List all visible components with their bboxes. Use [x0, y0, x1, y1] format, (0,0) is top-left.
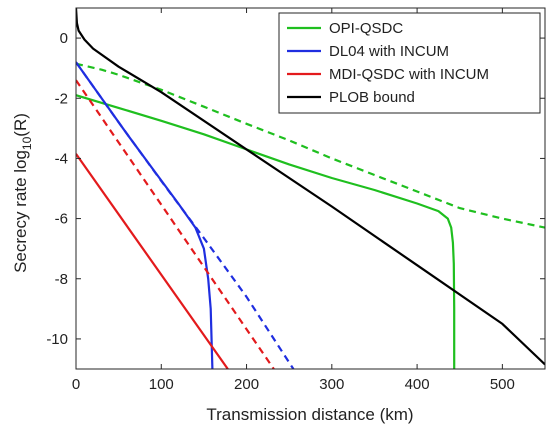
mdi-qsdc-with-incum-line: [76, 153, 229, 369]
x-axis-ticks: 0 100 200 300 400 500: [72, 8, 515, 393]
y-tick-label: -10: [46, 331, 68, 348]
y-tick-label: 0: [60, 30, 68, 47]
plot-frame: [75, 7, 546, 370]
y-axis-ticks: 0 -2 -4 -6 -8 -10: [46, 30, 545, 348]
legend-label-plob-bound: PLOB bound: [329, 89, 415, 106]
x-tick-label: 100: [149, 376, 174, 393]
x-tick-label: 200: [234, 376, 259, 393]
dl04-with-incum-line: [76, 61, 214, 369]
opi-qsdc-line: [76, 94, 456, 369]
y-tick-label: -8: [55, 271, 68, 288]
legend-label-mdi-qsdc-with-incum: MDI-QSDC with INCUM: [329, 66, 489, 83]
y-tick-label: -2: [55, 90, 68, 107]
x-tick-label: 0: [72, 376, 80, 393]
legend-label-dl04-with-incum: DL04 with INCUM: [329, 43, 449, 60]
series-5-dashed-line: [76, 79, 275, 369]
legend: OPI-QSDC DL04 with INCUM MDI-QSDC with INC…: [278, 12, 541, 114]
legend-label-opi-qsdc: OPI-QSDC: [329, 20, 403, 37]
legend-box: [278, 12, 541, 114]
y-axis-label: Secrecy rate log10(R): [11, 113, 34, 273]
series-1-dashed-line: [76, 62, 545, 229]
plob-bound-line: [76, 8, 545, 366]
y-tick-label: -4: [55, 150, 68, 167]
y-tick-label: -6: [55, 211, 68, 228]
x-tick-label: 400: [405, 376, 430, 393]
series-lines: [76, 8, 545, 369]
x-tick-label: 500: [490, 376, 515, 393]
x-tick-label: 300: [319, 376, 344, 393]
x-axis-label: Transmission distance (km): [206, 405, 413, 424]
series-3-dashed-line: [76, 61, 295, 369]
plot-area: [75, 7, 546, 370]
